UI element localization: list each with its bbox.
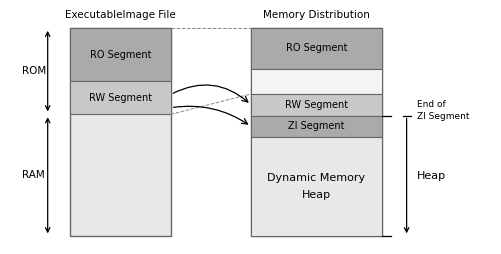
- Bar: [250, 94, 381, 116]
- Text: RW Segment: RW Segment: [284, 100, 347, 110]
- Text: Heap: Heap: [416, 171, 445, 181]
- Text: RO Segment: RO Segment: [285, 43, 346, 53]
- Text: End of
ZI Segment: End of ZI Segment: [416, 100, 468, 121]
- Bar: [250, 116, 381, 137]
- Bar: [250, 137, 381, 236]
- Text: ExecutableImage File: ExecutableImage File: [65, 10, 175, 20]
- Text: Dynamic Memory
Heap: Dynamic Memory Heap: [267, 173, 365, 200]
- Text: RW Segment: RW Segment: [89, 93, 152, 103]
- Text: ROM: ROM: [22, 66, 46, 76]
- Text: RO Segment: RO Segment: [90, 50, 151, 60]
- Bar: [70, 81, 170, 114]
- Bar: [70, 28, 170, 236]
- Bar: [70, 28, 170, 81]
- Text: RAM: RAM: [22, 170, 45, 180]
- Text: ZI Segment: ZI Segment: [288, 121, 344, 131]
- Bar: [250, 28, 381, 236]
- Text: Memory Distribution: Memory Distribution: [263, 10, 369, 20]
- Bar: [250, 69, 381, 94]
- Bar: [250, 28, 381, 69]
